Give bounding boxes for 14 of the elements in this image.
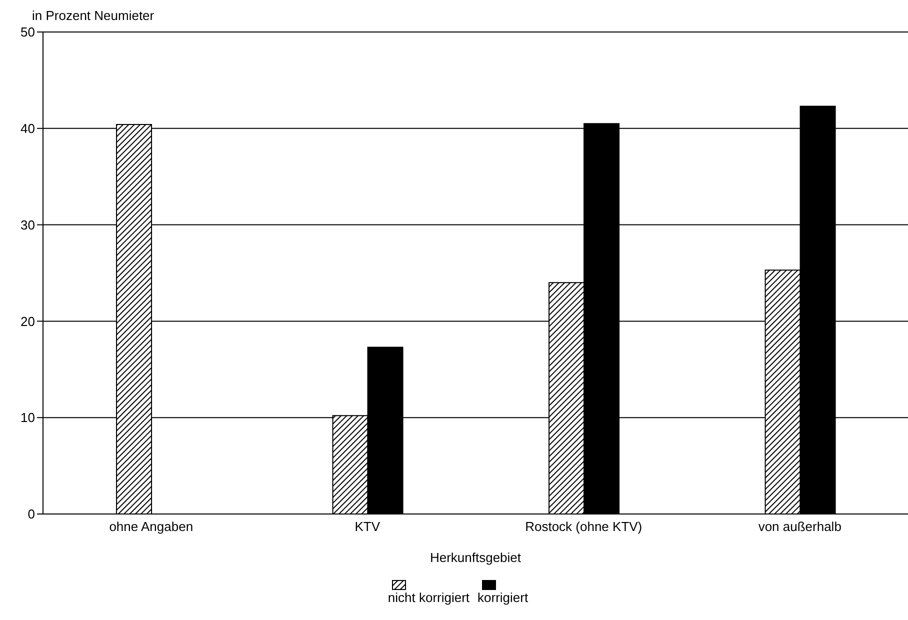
x-tick-label: Rostock (ohne KTV) [525,519,642,534]
legend-label: nicht korrigiert [388,590,470,605]
y-tick-label: 40 [20,121,35,136]
y-tick-label: 10 [20,410,35,426]
legend-label: korrigiert [478,590,528,605]
y-axis-title: in Prozent Neumieter [32,8,156,24]
x-axis-title: Herkunftsgebiet [430,550,522,565]
x-tick-label: KTV [354,519,380,534]
y-tick-label: 30 [20,217,35,232]
y-tick-label: 20 [20,314,35,329]
x-tick-label: ohne Angaben [109,519,194,534]
y-tick-label: 50 [20,24,35,40]
y-tick-label: 0 [28,506,35,522]
x-tick-label: von außerhalb [758,519,842,534]
